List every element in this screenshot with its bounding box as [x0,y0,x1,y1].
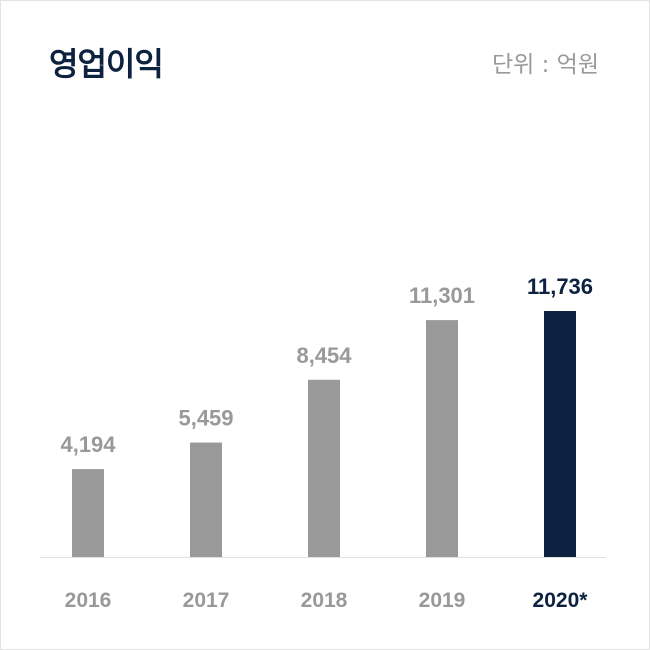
x-tick-label: 2018 [301,589,348,612]
unit-label: 단위 : 억원 [491,52,599,78]
bar [426,320,458,557]
x-tick-label: 2017 [183,589,230,612]
bar [308,379,340,557]
data-label: 11,301 [409,283,475,308]
x-tick-label: 2016 [65,589,112,612]
chart-title: 영업이익 [49,45,164,83]
data-label: 5,459 [178,406,233,431]
data-label: 11,736 [527,274,593,299]
bar [544,311,576,557]
x-tick-label: 2019 [419,589,466,612]
data-label: 4,194 [60,432,116,457]
data-label: 8,454 [296,343,352,368]
x-tick-label: 2020* [533,589,589,612]
bar [190,442,222,557]
bar [72,469,104,557]
